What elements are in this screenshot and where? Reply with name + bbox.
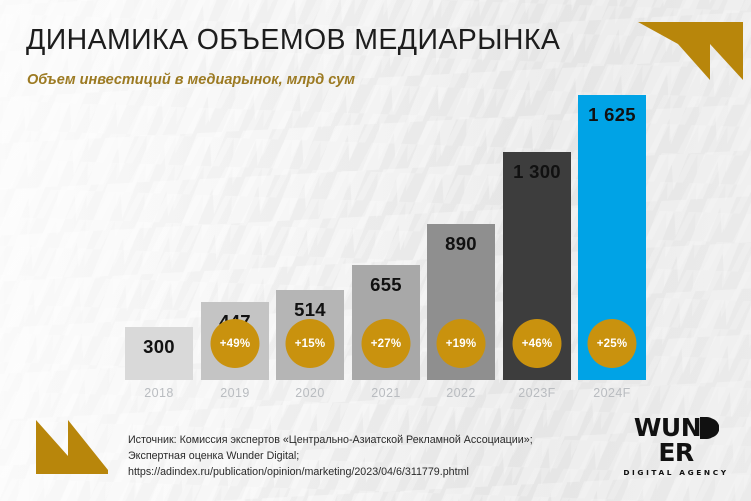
growth-badge: +19% <box>436 319 486 368</box>
bar-2022: 890 +19% <box>427 224 495 380</box>
axis-label-2021: 2021 <box>371 386 401 400</box>
bar-column: 890 +19% <box>427 224 495 380</box>
source-note: Источник: Комиссия экспертов «Центрально… <box>128 432 533 481</box>
bar-2019: 447+49% <box>201 302 269 380</box>
bar-2020: 514 +15% <box>276 290 344 380</box>
bar-value-label: 1 300 <box>513 161 561 182</box>
logo-word-part-2: ER <box>658 438 694 467</box>
axis-label-2023F: 2023F <box>518 386 556 400</box>
growth-badge: +25% <box>587 319 637 368</box>
logo-wordmark: WUNER <box>618 415 734 465</box>
page-title: ДИНАМИКА ОБЪЕМОВ МЕДИАРЫНКА <box>26 24 561 56</box>
bar-2021: 655 +27% <box>352 265 420 380</box>
axis-label-2018: 2018 <box>144 386 174 400</box>
bar-column: 514 +15% <box>276 290 344 380</box>
source-line-3[interactable]: https://adindex.ru/publication/opinion/m… <box>128 466 469 479</box>
axis-label-2022: 2022 <box>446 386 476 400</box>
x-axis-labels: 2018 2019 2020 2021 2022 2023F 2024F <box>125 386 646 404</box>
bar-value-label: 1 625 <box>588 104 636 125</box>
bar-2023F: 1 300 +46% <box>503 152 571 380</box>
growth-badge: +27% <box>361 319 411 368</box>
bar-value-label: 890 <box>445 233 477 254</box>
bar-column: 1 625 +25% <box>578 95 646 380</box>
source-line-2: Экспертная оценка Wunder Digital; <box>128 450 300 463</box>
bar-column: 655 +27% <box>352 265 420 380</box>
bar-column: 300 <box>125 327 193 380</box>
source-line-1: Источник: Комиссия экспертов «Центрально… <box>128 434 533 446</box>
growth-badge: +49% <box>210 319 260 368</box>
bar-2024F: 1 625 +25% <box>578 95 646 380</box>
logo-d-glyph-icon <box>700 417 720 439</box>
gold-arrow-mark-bottom-left <box>36 420 108 474</box>
bar-column: 447+49% <box>201 302 269 380</box>
bar-2018: 300 <box>125 327 193 380</box>
growth-badge: +15% <box>285 319 335 368</box>
gold-arrow-mark-top-right <box>638 22 743 80</box>
bar-value-label: 300 <box>143 336 175 357</box>
bar-chart: 300447+49%514+15%655+27%890+19%1 300+46%… <box>125 95 646 380</box>
axis-label-2020: 2020 <box>295 386 325 400</box>
logo-word-part-1: WUN <box>633 413 702 442</box>
bar-column: 1 300 +46% <box>503 152 571 380</box>
axis-label-2019: 2019 <box>220 386 250 400</box>
growth-badge: +46% <box>512 319 562 368</box>
logo-tagline: DIGITAL AGENCY <box>623 468 729 477</box>
page-subtitle: Объем инвестиций в медиарынок, млрд сум <box>27 72 355 88</box>
wunder-logo: WUNER DIGITAL AGENCY <box>618 415 734 477</box>
bar-value-label: 655 <box>370 274 402 295</box>
bar-value-label: 514 <box>294 299 326 320</box>
axis-label-2024F: 2024F <box>593 386 631 400</box>
